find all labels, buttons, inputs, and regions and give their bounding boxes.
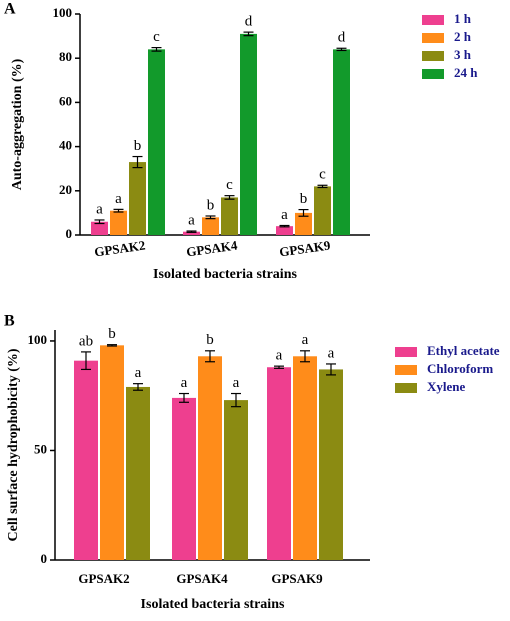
annotation: a — [281, 207, 288, 223]
bar — [267, 367, 291, 560]
annotation: a — [115, 191, 122, 207]
legend-label: Ethyl acetate — [427, 343, 500, 358]
annotation: a — [233, 375, 240, 391]
legend-label: 2 h — [454, 29, 472, 44]
legend-label: 24 h — [454, 65, 478, 80]
bar — [202, 217, 219, 235]
y-tick-label: 50 — [34, 441, 47, 456]
annotation: a — [188, 212, 195, 228]
legend-swatch — [422, 15, 444, 25]
bar — [198, 356, 222, 560]
legend-swatch — [422, 51, 444, 61]
x-tick-label: GPSAK2 — [93, 238, 146, 260]
error-bar — [279, 224, 290, 228]
error-bar — [133, 383, 143, 391]
bar — [183, 231, 200, 235]
y-axis-title: Auto-aggregation (%) — [10, 58, 25, 190]
bar — [129, 162, 146, 235]
annotation: c — [153, 29, 160, 45]
error-bar — [113, 208, 124, 213]
x-tick-label: GPSAK4 — [185, 237, 238, 259]
bar — [314, 186, 331, 235]
legend-swatch — [395, 383, 417, 393]
annotation: a — [181, 375, 188, 391]
annotation: a — [276, 348, 283, 364]
bar — [91, 221, 108, 235]
x-tick-label: GPSAK9 — [278, 237, 331, 259]
annotation: c — [226, 177, 233, 193]
annotation: ab — [79, 333, 93, 349]
error-bar — [300, 350, 310, 363]
panel-label: A — [4, 1, 16, 18]
error-bar — [179, 392, 189, 403]
panel-label: B — [4, 313, 15, 330]
annotation: b — [108, 326, 116, 342]
legend-swatch — [422, 69, 444, 79]
x-tick-label: GPSAK4 — [176, 571, 228, 586]
error-bar — [205, 350, 215, 363]
error-bar — [274, 365, 284, 369]
bar — [319, 369, 343, 560]
bar — [295, 212, 312, 235]
annotation: a — [328, 345, 335, 361]
x-axis-title: Isolated bacteria strains — [153, 267, 297, 282]
bar — [240, 33, 257, 235]
legend-label: Chloroform — [427, 361, 493, 376]
y-axis-title: Cell surface hydrophobicity (%) — [6, 348, 21, 541]
annotation: a — [135, 365, 142, 381]
y-tick-label: 0 — [66, 226, 73, 241]
error-bar — [336, 47, 347, 52]
error-bar — [107, 344, 117, 347]
error-bar — [186, 230, 197, 233]
x-tick-label: GPSAK9 — [271, 571, 323, 586]
bar — [221, 197, 238, 235]
bar — [110, 210, 127, 235]
y-tick-label: 100 — [28, 332, 48, 347]
annotation: a — [302, 332, 309, 348]
annotation: b — [206, 332, 214, 348]
bar — [293, 356, 317, 560]
error-bar — [243, 31, 254, 37]
x-tick-label: GPSAK2 — [78, 571, 129, 586]
y-tick-label: 60 — [59, 93, 72, 108]
error-bar — [94, 219, 105, 225]
annotation: b — [207, 197, 215, 213]
error-bar — [231, 392, 241, 408]
error-bar — [317, 184, 328, 189]
legend-label: 3 h — [454, 47, 472, 62]
error-bar — [298, 208, 309, 217]
annotation: d — [338, 30, 346, 46]
error-bar — [205, 215, 216, 220]
bar — [276, 226, 293, 235]
bar — [224, 400, 248, 560]
y-tick-label: 40 — [59, 138, 72, 153]
y-tick-label: 100 — [53, 5, 73, 20]
error-bar — [224, 195, 235, 200]
annotation: b — [300, 191, 308, 207]
bar — [100, 345, 124, 560]
annotation: d — [245, 14, 253, 30]
legend-label: Xylene — [427, 379, 466, 394]
legend-swatch — [422, 33, 444, 43]
y-tick-label: 20 — [59, 182, 72, 197]
legend-swatch — [395, 347, 417, 357]
bar — [74, 360, 98, 560]
bar — [333, 49, 350, 235]
annotation: a — [96, 201, 103, 217]
y-tick-label: 0 — [41, 551, 48, 566]
legend-swatch — [395, 365, 417, 375]
legend-label: 1 h — [454, 11, 472, 26]
bar — [126, 386, 150, 560]
error-bar — [81, 351, 91, 371]
x-axis-title: Isolated bacteria strains — [141, 597, 285, 612]
error-bar — [132, 155, 143, 169]
error-bar — [151, 46, 162, 52]
error-bar — [326, 363, 336, 376]
annotation: b — [134, 138, 142, 154]
bar — [172, 397, 196, 560]
bar — [148, 49, 165, 235]
y-tick-label: 80 — [59, 49, 72, 64]
annotation: c — [319, 167, 326, 183]
